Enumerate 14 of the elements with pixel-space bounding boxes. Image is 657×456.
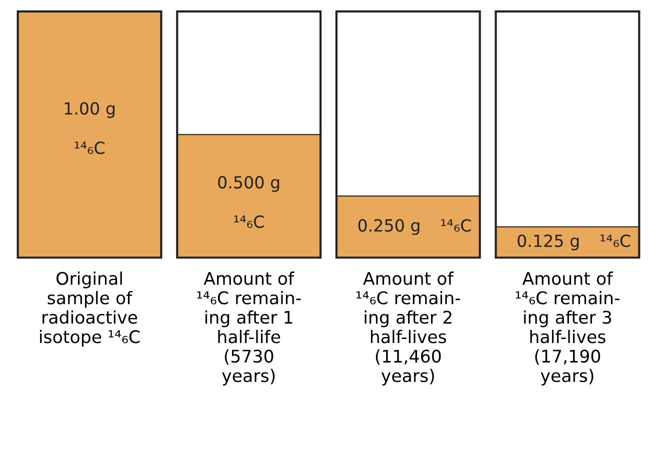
bar bbox=[336, 196, 480, 258]
data-label: 0.250 g bbox=[358, 219, 420, 235]
bar bbox=[176, 134, 322, 258]
x-tick-label: Original sample of radioactive isotope ¹⁴₆C bbox=[40, 272, 140, 347]
annotation: ¹⁴₆C bbox=[74, 142, 104, 154]
annotation: ¹⁴₆C bbox=[234, 215, 264, 228]
data-label: 0.125 g bbox=[518, 234, 579, 250]
annotation: ¹⁴₆C bbox=[441, 219, 471, 232]
x-tick-label: Amount of ¹⁴₆C remain- ing after 1 half-life (5730 years) bbox=[197, 272, 301, 386]
x-tick-label: Amount of ¹⁴₆C remain- ing after 2 half-lives (11,460 years) bbox=[356, 272, 460, 386]
data-label: 0.500 g bbox=[218, 176, 280, 192]
x-tick-label: Amount of ¹⁴₆C remain- ing after 3 half-lives (17,190 years) bbox=[516, 272, 620, 386]
annotation: ¹⁴₆C bbox=[600, 234, 630, 248]
data-label: 1.00 g bbox=[64, 102, 114, 118]
